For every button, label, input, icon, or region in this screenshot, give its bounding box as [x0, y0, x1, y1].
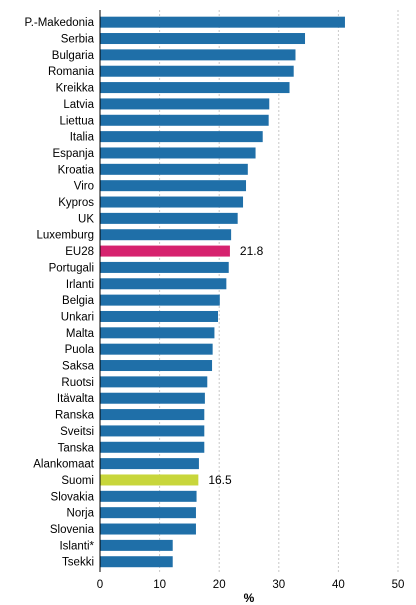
category-label: Serbia [61, 34, 95, 46]
bar-tanska [100, 441, 205, 453]
category-label: P.-Makedonia [25, 17, 95, 29]
category-label: Saksa [62, 361, 95, 373]
bar-eu28 [100, 245, 230, 257]
category-label: Alankomaat [33, 459, 95, 471]
category-label: Italia [70, 132, 95, 144]
category-label: Suomi [61, 475, 94, 487]
category-label: Kroatia [58, 164, 95, 176]
category-label: Luxemburg [36, 230, 94, 242]
category-label: Kypros [58, 197, 94, 209]
category-label: Romania [48, 66, 95, 78]
bar-italia [100, 131, 263, 143]
category-label: Malta [66, 328, 95, 340]
bars [100, 16, 345, 568]
bar-suomi [100, 474, 199, 486]
x-tick-label: 50 [392, 579, 405, 591]
x-tick-label: 30 [272, 579, 285, 591]
category-label: Ruotsi [61, 377, 94, 389]
category-label: Bulgaria [52, 50, 95, 62]
category-label: Belgia [62, 295, 95, 307]
x-tick-label: 10 [153, 579, 166, 591]
bar-kroatia [100, 163, 248, 175]
category-label: Tsekki [62, 557, 94, 569]
grid-lines [159, 10, 399, 572]
category-label: Portugali [49, 262, 94, 274]
x-tick-label: 20 [213, 579, 226, 591]
bar-sveitsi [100, 425, 205, 437]
category-label: Slovenia [50, 524, 95, 536]
bar-islanti [100, 539, 173, 551]
data-label-eu28: 21.8 [240, 244, 264, 258]
bar-slovakia [100, 490, 197, 502]
x-tick-label: 40 [332, 579, 345, 591]
category-label: UK [78, 213, 94, 225]
bar-unkari [100, 310, 219, 322]
bar-belgia [100, 294, 220, 306]
bar-viro [100, 180, 247, 192]
category-label: Liettua [59, 115, 94, 127]
category-label: Tanska [58, 442, 95, 454]
bar-bulgaria [100, 49, 296, 61]
bar-kypros [100, 196, 244, 208]
data-labels: 21.8 16.5 [208, 244, 263, 487]
category-labels: P.-Makedonia Serbia Bulgaria Romania Kreikka… [25, 17, 95, 569]
bar-slovenia [100, 523, 196, 535]
category-label: Sveitsi [60, 426, 94, 438]
bar-saksa [100, 360, 213, 372]
bar-malta [100, 327, 215, 339]
category-label: Espanja [52, 148, 94, 160]
x-tick-label: 0 [97, 579, 103, 591]
category-label: Norja [67, 508, 95, 520]
bar-latvia [100, 98, 270, 110]
category-label: Puola [65, 344, 95, 356]
category-label: Unkari [61, 311, 94, 323]
bar-luxemburg [100, 229, 232, 241]
bar-ranska [100, 409, 205, 421]
category-label: Islanti* [59, 540, 94, 552]
bar-uk [100, 212, 238, 224]
bar-p-makedonia [100, 16, 345, 28]
bar-romania [100, 65, 294, 77]
bar-puola [100, 343, 213, 355]
category-label: Ranska [55, 410, 95, 422]
bar-itävalta [100, 392, 205, 404]
category-label: Latvia [63, 99, 94, 111]
bar-kreikka [100, 82, 290, 94]
category-label: Itävalta [57, 393, 95, 405]
category-label: Slovakia [51, 491, 95, 503]
bar-irlanti [100, 278, 227, 290]
bar-liettua [100, 114, 269, 126]
bar-norja [100, 507, 196, 519]
bar-serbia [100, 33, 306, 45]
bar-espanja [100, 147, 256, 159]
x-tick-labels: 0 10 20 30 40 50 [97, 579, 405, 591]
x-axis-title: % [244, 591, 255, 605]
bar-alankomaat [100, 458, 199, 470]
bar-ruotsi [100, 376, 208, 388]
category-label: EU28 [65, 246, 94, 258]
bar-tsekki [100, 556, 173, 568]
category-label: Kreikka [56, 83, 95, 95]
bar-portugali [100, 261, 229, 273]
data-label-suomi: 16.5 [208, 473, 232, 487]
category-label: Viro [74, 181, 94, 193]
category-label: Irlanti [66, 279, 94, 291]
